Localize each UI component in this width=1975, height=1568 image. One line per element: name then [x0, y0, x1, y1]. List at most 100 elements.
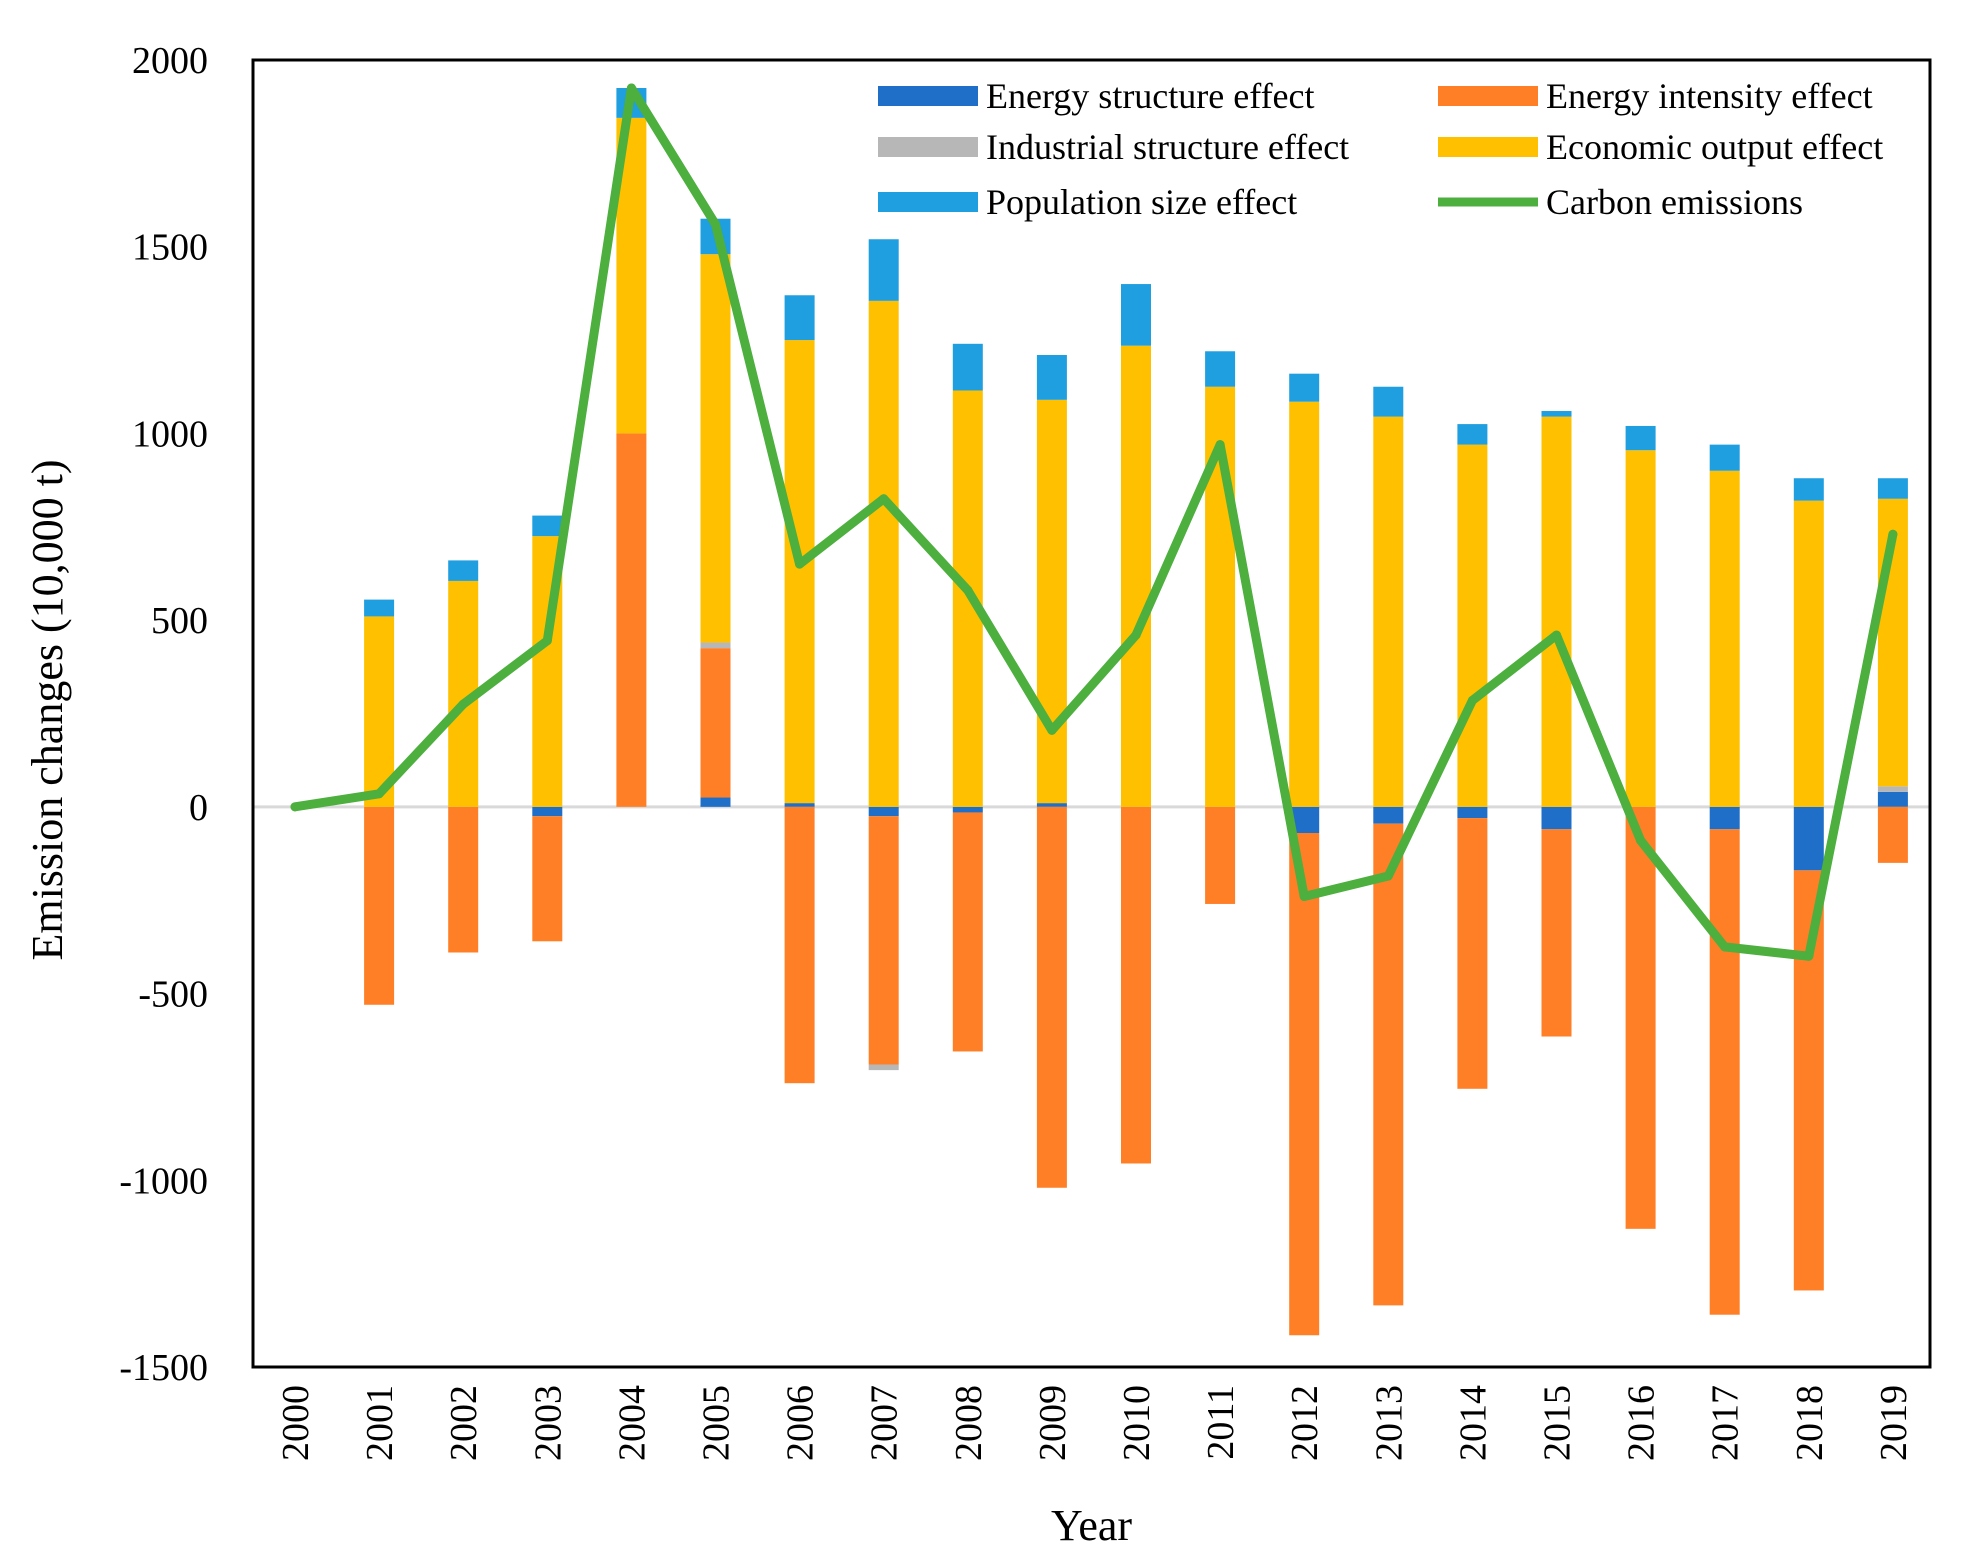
point-carbon-emissions-2019 — [1888, 529, 1898, 539]
bar-population-size-effect-2007 — [868, 239, 899, 301]
bar-economic-output-effect-2012 — [1289, 401, 1320, 807]
x-tick-label: 2001 — [359, 1385, 401, 1461]
point-carbon-emissions-2002 — [458, 699, 468, 709]
bar-economic-output-effect-2010 — [1121, 345, 1151, 807]
bar-economic-output-effect-2009 — [1036, 399, 1067, 804]
y-tick-label: 1500 — [132, 227, 208, 269]
legend-swatch-economic-output-effect — [1438, 137, 1538, 157]
x-tick-label: 2000 — [275, 1385, 317, 1461]
bar-energy-intensity-effect-2004 — [616, 433, 647, 807]
bar-energy-intensity-effect-2002 — [448, 806, 479, 953]
bar-energy-intensity-effect-2015 — [1541, 829, 1572, 1037]
legend-swatch-industrial-structure-effect — [878, 137, 978, 157]
bars-layer — [364, 88, 1908, 1336]
bar-energy-structure-effect-2017 — [1709, 806, 1740, 830]
bar-energy-intensity-effect-2011 — [1205, 806, 1236, 904]
x-tick-label: 2013 — [1368, 1385, 1410, 1461]
x-axis-ticks: 2000 2001 2002 2003 2004 2005 2006 2007 2008 2009… — [275, 1385, 1915, 1461]
bar-energy-structure-effect-2013 — [1373, 806, 1404, 824]
point-carbon-emissions-2004 — [626, 83, 636, 93]
x-tick-label: 2010 — [1116, 1385, 1158, 1461]
bar-population-size-effect-2015 — [1541, 411, 1572, 417]
legend-label-population-size-effect: Population size effect — [986, 182, 1297, 222]
x-tick-label: 2018 — [1789, 1385, 1831, 1461]
bar-population-size-effect-2014 — [1457, 424, 1488, 445]
legend-label-energy-structure-effect: Energy structure effect — [986, 76, 1315, 116]
point-carbon-emissions-2014 — [1467, 695, 1477, 705]
bar-economic-output-effect-2007 — [868, 300, 899, 807]
bar-population-size-effect-2006 — [784, 295, 815, 341]
legend-swatch-population-size-effect — [878, 192, 978, 212]
bar-energy-intensity-effect-2001 — [364, 806, 395, 1005]
bar-energy-structure-effect-2014 — [1457, 806, 1488, 819]
y-tick-label: 2000 — [132, 40, 208, 82]
point-carbon-emissions-2013 — [1383, 871, 1393, 881]
point-carbon-emissions-2018 — [1804, 951, 1814, 961]
legend-label-economic-output-effect: Economic output effect — [1546, 127, 1883, 167]
point-carbon-emissions-2010 — [1131, 630, 1141, 640]
bar-industrial-structure-effect-2007 — [868, 1064, 899, 1071]
bar-energy-intensity-effect-2007 — [868, 816, 899, 1065]
bar-energy-structure-effect-2009 — [1036, 803, 1067, 807]
point-carbon-emissions-2012 — [1299, 891, 1309, 901]
line-carbon-emissions — [290, 83, 1898, 961]
bar-energy-structure-effect-2015 — [1541, 806, 1572, 830]
bar-population-size-effect-2001 — [364, 599, 395, 617]
legend-label-industrial-structure-effect: Industrial structure effect — [986, 127, 1349, 167]
bar-population-size-effect-2002 — [448, 560, 479, 581]
x-tick-label: 2016 — [1621, 1385, 1663, 1461]
point-carbon-emissions-2008 — [963, 585, 973, 595]
bar-energy-intensity-effect-2017 — [1709, 829, 1740, 1315]
point-carbon-emissions-2003 — [542, 636, 552, 646]
point-carbon-emissions-2006 — [795, 559, 805, 569]
bar-energy-intensity-effect-2014 — [1457, 818, 1488, 1089]
legend-label-carbon-emissions: Carbon emissions — [1546, 182, 1803, 222]
bar-economic-output-effect-2016 — [1625, 450, 1656, 807]
bar-economic-output-effect-2001 — [364, 616, 395, 807]
legend-swatch-energy-intensity-effect — [1438, 86, 1538, 106]
bar-energy-structure-effect-2008 — [952, 806, 983, 813]
point-carbon-emissions-2007 — [879, 494, 889, 504]
x-tick-label: 2006 — [780, 1385, 822, 1461]
point-carbon-emissions-2000 — [290, 802, 300, 812]
bar-energy-structure-effect-2018 — [1793, 806, 1824, 871]
legend: Energy structure effect Energy intensity … — [878, 76, 1883, 222]
bar-population-size-effect-2012 — [1289, 373, 1320, 402]
x-tick-label: 2002 — [443, 1385, 485, 1461]
bar-energy-intensity-effect-2013 — [1373, 823, 1404, 1306]
bar-energy-structure-effect-2019 — [1877, 791, 1908, 807]
bar-industrial-structure-effect-2019 — [1877, 786, 1908, 792]
bar-industrial-structure-effect-2005 — [700, 642, 731, 649]
point-carbon-emissions-2009 — [1047, 725, 1057, 735]
bar-population-size-effect-2010 — [1121, 284, 1151, 346]
y-tick-label: 500 — [151, 600, 208, 642]
bar-economic-output-effect-2006 — [784, 340, 815, 804]
line-layer — [290, 83, 1898, 961]
y-tick-label: -500 — [138, 974, 208, 1016]
bar-population-size-effect-2009 — [1036, 355, 1067, 400]
point-carbon-emissions-2017 — [1720, 942, 1730, 952]
point-carbon-emissions-2016 — [1636, 835, 1646, 845]
x-tick-label: 2007 — [864, 1385, 906, 1461]
bar-population-size-effect-2013 — [1373, 386, 1404, 417]
x-tick-label: 2003 — [527, 1385, 569, 1461]
point-carbon-emissions-2011 — [1215, 440, 1225, 450]
bar-energy-intensity-effect-2003 — [532, 816, 563, 942]
bar-economic-output-effect-2014 — [1457, 444, 1488, 807]
legend-swatch-energy-structure-effect — [878, 86, 978, 106]
point-carbon-emissions-2005 — [711, 219, 720, 229]
bar-population-size-effect-2019 — [1877, 478, 1908, 499]
bar-energy-intensity-effect-2016 — [1625, 806, 1656, 1229]
bar-population-size-effect-2011 — [1205, 351, 1236, 387]
bar-energy-intensity-effect-2009 — [1036, 806, 1067, 1188]
x-tick-label: 2008 — [948, 1385, 990, 1461]
x-tick-label: 2017 — [1705, 1385, 1747, 1461]
bar-population-size-effect-2016 — [1625, 425, 1656, 451]
x-axis-title: Year — [1051, 1501, 1132, 1550]
y-tick-label: 0 — [189, 787, 208, 829]
x-tick-label: 2019 — [1873, 1385, 1915, 1461]
bar-energy-structure-effect-2006 — [784, 803, 815, 807]
x-tick-label: 2015 — [1537, 1385, 1579, 1461]
bar-economic-output-effect-2018 — [1793, 500, 1824, 807]
bar-population-size-effect-2008 — [952, 343, 983, 391]
